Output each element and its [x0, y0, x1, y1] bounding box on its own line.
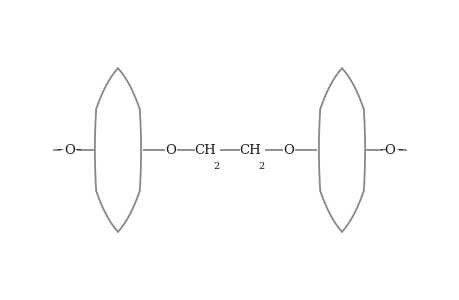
Text: 2: 2 — [213, 162, 219, 171]
Text: –: – — [396, 143, 403, 157]
Text: –: – — [74, 143, 81, 157]
Text: O: O — [384, 143, 395, 157]
Text: O: O — [64, 143, 75, 157]
Text: CH: CH — [239, 143, 261, 157]
Text: O: O — [165, 143, 176, 157]
Text: –: – — [56, 143, 63, 157]
Text: 2: 2 — [258, 162, 264, 171]
Text: O: O — [283, 143, 294, 157]
Text: –: – — [378, 143, 385, 157]
Text: CH: CH — [194, 143, 216, 157]
